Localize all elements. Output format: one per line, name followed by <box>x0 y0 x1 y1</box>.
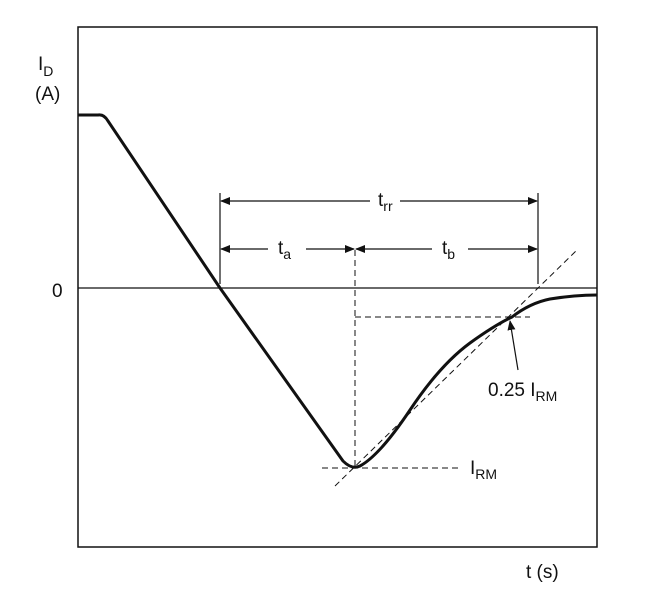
quarter-irm-label: 0.25 IRM <box>488 380 557 404</box>
plot-frame <box>77 26 598 548</box>
tb-label: tb <box>442 238 455 262</box>
irm-label: IRM <box>470 458 497 482</box>
interval-markers <box>219 193 539 371</box>
subscript: b <box>447 246 455 262</box>
trr-label: trr <box>378 190 393 214</box>
prefix: 0.25 I <box>488 380 536 401</box>
symbol: I <box>38 54 43 75</box>
subscript: RM <box>475 466 497 482</box>
callout-arrow <box>507 320 519 371</box>
symbol: t <box>378 190 384 211</box>
symbol: t <box>278 238 284 259</box>
subscript: a <box>283 246 291 262</box>
symbol: I <box>470 458 475 479</box>
zero-label: 0 <box>52 281 63 302</box>
guides <box>322 249 578 487</box>
x-axis-label: t (s) <box>526 562 559 583</box>
subscript: D <box>43 63 53 79</box>
subscript: RM <box>536 388 558 404</box>
y-axis-unit: (A) <box>35 84 60 105</box>
current-waveform <box>78 113 598 469</box>
symbol: t <box>442 238 448 259</box>
ta-label: ta <box>278 238 291 262</box>
y-axis-symbol: ID <box>38 54 53 79</box>
subscript: rr <box>383 198 393 214</box>
tangent-line <box>334 249 578 487</box>
